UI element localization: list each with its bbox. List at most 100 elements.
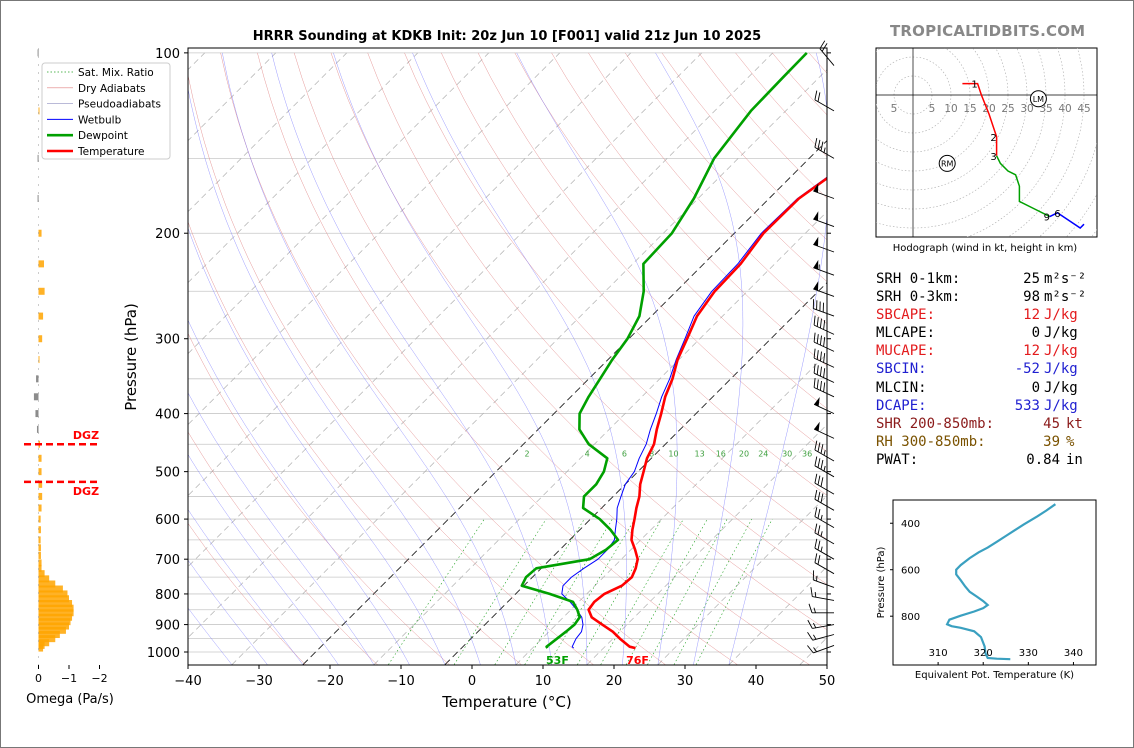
stat-unit: in <box>1066 451 1083 468</box>
barb-half <box>812 622 817 629</box>
wind-barb <box>810 587 835 601</box>
omega-bar <box>38 454 42 462</box>
barb-full <box>816 317 819 327</box>
barb-full <box>814 489 818 500</box>
omega-bar <box>38 609 74 617</box>
barb-full <box>808 603 813 613</box>
mixing-ratio-label: 13 <box>695 450 705 459</box>
pseudoadiabat <box>188 319 410 665</box>
mixing-ratio-line <box>524 518 613 665</box>
barb-staff <box>813 244 835 253</box>
dry-adiabat <box>220 52 666 665</box>
wind-barb <box>819 40 835 66</box>
stat-label: MLCAPE: <box>876 325 936 342</box>
stat-row: SRH 0-1km: 25 m²s⁻² <box>876 270 1096 288</box>
stat-label: DCAPE: <box>876 397 927 414</box>
omega-bar <box>38 580 56 588</box>
dry-adiabat <box>404 52 827 540</box>
barb-half <box>813 647 817 652</box>
y-tick-label: 500 <box>155 466 180 481</box>
hodograph-height-label: 3 <box>990 152 996 163</box>
isotherm-line <box>188 52 631 497</box>
stat-label: MLCIN: <box>876 379 927 396</box>
wind-barb <box>814 553 835 575</box>
omega-bar <box>37 154 39 162</box>
stat-label: SRH 0-1km: <box>876 271 961 287</box>
barb-staff <box>812 634 835 641</box>
omega-bar <box>38 287 45 295</box>
omega-bar <box>38 536 41 544</box>
barb-full <box>817 525 821 535</box>
omega-bar <box>38 622 69 630</box>
theta-e-y-tick-label: 600 <box>901 566 920 577</box>
stat-row: MLCIN: 0 J/kg <box>876 379 1096 397</box>
stat-unit: % <box>1066 433 1075 450</box>
barb-full <box>813 348 816 359</box>
dgz-label: DGZ <box>73 485 99 498</box>
mixing-ratio-line <box>647 518 728 665</box>
barb-full <box>820 493 824 503</box>
barb-full <box>814 473 818 484</box>
stat-value: 12 <box>1023 307 1040 324</box>
barb-half <box>823 147 826 153</box>
barb-flag <box>813 281 819 291</box>
barb-full <box>814 553 818 563</box>
barb-full <box>813 315 816 326</box>
barb-full <box>817 540 821 550</box>
y-tick-label: 800 <box>155 588 180 603</box>
stat-unit: kt <box>1066 415 1083 432</box>
stat-row: PWAT: 0.84 in <box>876 451 1096 469</box>
stat-row: DCAPE: 533 J/kg <box>876 397 1096 415</box>
surface-dewpoint-label: 53F <box>546 654 569 667</box>
dry-adiabat <box>188 332 450 665</box>
stat-value: -52 <box>1014 361 1040 378</box>
omega-bar <box>38 639 50 647</box>
stat-value: 12 <box>1023 343 1040 360</box>
omega-bar <box>38 570 45 578</box>
dry-adiabat <box>293 52 810 665</box>
omega-bar <box>38 590 68 598</box>
isotherm-line <box>188 52 418 284</box>
mixing-ratio-line <box>673 518 753 665</box>
stat-value: 25 <box>1023 271 1040 287</box>
barb-full <box>819 380 822 391</box>
barb-half <box>820 531 823 537</box>
omega-tick-label: 0 <box>35 672 42 685</box>
rm-marker-label: RM <box>941 159 954 168</box>
legend-entry: Wetbulb <box>78 114 122 126</box>
barb-staff <box>814 147 835 159</box>
x-tick-label: 0 <box>468 674 476 689</box>
omega-bar <box>38 260 44 268</box>
dry-adiabat <box>188 221 522 665</box>
barb-staff <box>813 190 835 199</box>
dry-adiabat <box>257 52 738 665</box>
isotherm-line <box>657 495 827 665</box>
wind-barb <box>814 456 835 478</box>
theta-e-plot <box>945 503 1057 661</box>
theta-e-x-tick-label: 310 <box>929 648 948 659</box>
y-tick-label: 200 <box>155 227 180 242</box>
omega-tick-label: −2 <box>91 672 107 685</box>
mixing-ratio-label: 24 <box>758 450 768 459</box>
omega-bar <box>38 229 42 237</box>
isotherm-line <box>444 281 827 665</box>
barb-staff <box>814 482 835 495</box>
hodograph-height-label: 9 <box>1044 213 1050 224</box>
barb-staff <box>814 532 835 545</box>
barb-staff <box>814 562 835 575</box>
omega-bar <box>38 631 60 639</box>
barb-full <box>817 92 821 102</box>
barb-half <box>813 634 817 640</box>
omega-bar <box>38 613 73 621</box>
barb-flag <box>814 421 820 432</box>
mixing-ratio-label: 30 <box>782 450 792 459</box>
omega-xlabel: Omega (Pa/s) <box>26 692 114 707</box>
omega-bar <box>36 425 39 433</box>
omega-bar <box>33 393 39 401</box>
wind-barb <box>813 363 835 383</box>
barb-full <box>819 351 822 362</box>
theta-e-profile <box>945 503 1057 661</box>
barb-full <box>817 491 821 502</box>
legend-entry: Temperature <box>77 146 145 158</box>
